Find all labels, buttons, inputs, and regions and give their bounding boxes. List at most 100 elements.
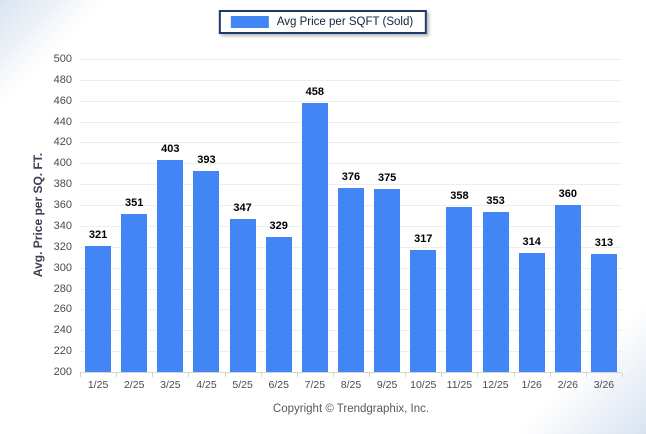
bar-1/25 [85,245,112,372]
x-axis-tick [405,373,407,377]
bar-slot: 360 2/26 [550,59,586,391]
bar-3/26 [590,254,617,372]
x-tick-label: 11/25 [446,379,473,391]
y-tick-label: 360 [53,199,72,212]
y-tick-label: 240 [53,324,72,337]
y-tick-label: 440 [53,115,72,128]
bar-2/25 [121,214,148,372]
bar-value-label: 314 [522,236,541,249]
gridline [80,163,622,165]
bar-slot: 353 12/25 [477,59,513,391]
bar-slot: 376 8/25 [333,59,369,391]
x-tick-label: 8/25 [340,379,362,391]
x-tick-label: 7/25 [304,379,326,391]
y-tick-label: 200 [53,366,72,378]
x-axis-tick [152,373,154,377]
x-tick-label: 12/25 [482,379,509,391]
bar-value-label: 358 [450,190,469,203]
bar-slot: 375 9/25 [369,59,405,391]
gridline [80,79,622,81]
bar-8/25 [337,188,364,372]
y-tick-label: 420 [53,136,72,149]
bar-value-label: 351 [125,197,144,210]
x-axis-tick [549,373,551,377]
x-tick-label: 9/25 [376,379,398,391]
bar-value-label: 360 [558,188,577,201]
x-axis-tick [80,373,81,377]
x-tick-label: 1/25 [87,379,109,391]
bar-12/25 [482,212,509,372]
bar-value-label: 353 [486,195,505,208]
bar-7/25 [301,102,328,372]
bar-3/25 [157,160,184,372]
y-tick-label: 340 [53,219,72,232]
bar-value-label: 393 [197,153,216,166]
bar-slot: 321 1/25 [80,59,116,391]
bar-value-label: 321 [88,228,108,241]
gridline [80,100,622,102]
bar-9/25 [374,189,401,372]
bar-value-label: 347 [233,201,252,214]
plot-area: 200 220 240 260 280 300 320 340 360 380 400 420 440 4… [54,53,623,391]
x-axis-tick [441,373,443,377]
y-tick-label: 500 [53,53,72,65]
x-tick-label: 5/25 [232,379,253,391]
y-tick-label: 260 [53,303,72,316]
gridline [80,184,622,186]
x-tick-label: 2/25 [123,379,145,391]
bar-value-label: 329 [269,220,288,233]
y-tick-label: 460 [53,94,72,107]
x-tick-label: 3/26 [593,379,615,391]
bar-slot: 393 4/25 [188,59,224,391]
bar-slot: 329 6/25 [261,59,297,391]
legend-swatch-icon [230,16,269,28]
x-axis-tick [296,373,298,377]
bar-slot: 403 3/25 [152,59,188,391]
x-axis-tick [224,373,226,377]
bar-4/25 [193,170,220,372]
x-tick-label: 2/26 [557,379,578,391]
bar-slot: 458 7/25 [297,59,333,391]
bar-6/25 [265,237,292,372]
bar-value-label: 458 [305,85,325,98]
bar-value-label: 375 [377,172,397,185]
x-axis-tick [116,373,118,377]
y-axis-title: Avg. Price per SQ. FT. [31,152,45,278]
y-tick-label: 400 [53,157,72,170]
bar-value-label: 317 [414,232,433,245]
y-tick-label: 320 [53,240,72,253]
x-axis-tick [369,373,371,377]
y-tick-label: 220 [53,345,72,358]
x-axis-tick [513,373,515,377]
x-axis-tick [477,373,479,377]
y-tick-label: 300 [53,261,72,274]
legend: Avg Price per SQFT (Sold) [218,10,428,34]
y-tick-label: 380 [53,178,72,191]
y-tick-label: 280 [53,282,72,295]
x-tick-label: 1/26 [521,379,542,391]
x-axis-tick [260,373,262,377]
bar-value-label: 313 [594,237,614,250]
x-tick-label: 6/25 [268,379,289,391]
bar-5/25 [229,218,256,372]
x-tick-label: 10/25 [410,379,437,391]
bar-value-label: 376 [341,171,361,184]
bar-slot: 351 2/25 [116,59,152,391]
gridline [80,142,622,144]
bar-2/26 [554,205,581,372]
x-tick-label: 4/25 [196,379,217,391]
bar-slot: 317 10/25 [405,59,441,391]
x-axis-line [80,372,622,373]
bar-1/26 [518,253,545,372]
bar-slot: 314 1/26 [514,59,550,391]
gridline [80,121,622,123]
gridline [80,59,622,60]
x-axis-tick [622,373,623,377]
bar-10/25 [410,249,437,372]
legend-label: Avg Price per SQFT (Sold) [276,16,414,28]
bar-slot: 313 3/26 [586,59,622,391]
x-axis-tick [585,373,587,377]
x-axis-tick [188,373,190,377]
y-tick-label: 480 [53,73,72,86]
bar-11/25 [446,207,473,372]
